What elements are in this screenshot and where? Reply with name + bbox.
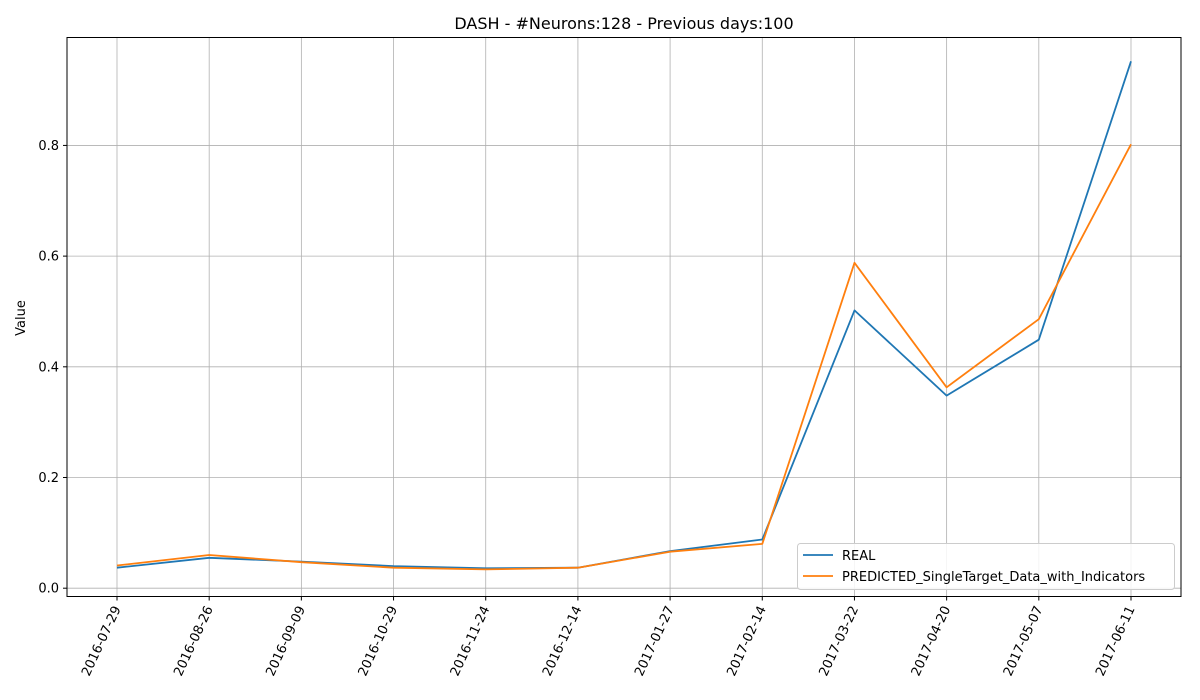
- series-line-real: [116, 61, 1132, 570]
- x-tick-label: 2016-09-09: [263, 604, 309, 679]
- x-tick-label: 2016-12-14: [540, 604, 586, 679]
- series-line-predicted: [116, 143, 1132, 571]
- y-tick-label: 0.0: [38, 582, 59, 597]
- series-lines: [116, 61, 1132, 571]
- chart-title: DASH - #Neurons:128 - Previous days:100: [454, 14, 793, 33]
- y-tick-label: 0.6: [38, 250, 59, 265]
- axis-ticks: 2016-07-29 2016-08-26 2016-09-09 2016-10-29…: [38, 139, 1138, 679]
- legend-label-predicted: PREDICTED_SingleTarget_Data_with_Indicat…: [842, 570, 1145, 585]
- y-tick-label: 0.8: [38, 139, 59, 154]
- x-tick-label: 2017-03-22: [817, 604, 863, 679]
- y-axis-label: Value: [14, 300, 29, 336]
- x-tick-label: 2017-05-07: [1001, 604, 1047, 679]
- x-tick-label: 2017-01-27: [632, 604, 678, 679]
- legend: REAL PREDICTED_SingleTarget_Data_with_In…: [797, 543, 1175, 590]
- plot-frame: [66, 37, 1182, 597]
- x-tick-label: 2016-10-29: [356, 604, 402, 679]
- grid: [67, 37, 1181, 597]
- x-tick-label: 2016-11-24: [448, 604, 494, 679]
- y-tick-label: 0.2: [38, 471, 59, 486]
- y-tick-label: 0.4: [38, 360, 59, 375]
- legend-label-real: REAL: [842, 549, 876, 564]
- x-tick-label: 2016-08-26: [171, 604, 217, 679]
- x-tick-label: 2017-02-14: [724, 604, 770, 679]
- x-tick-label: 2017-04-20: [909, 604, 955, 679]
- legend-box: [797, 543, 1175, 590]
- x-tick-label: 2016-07-29: [79, 604, 125, 679]
- x-tick-label: 2017-06-11: [1093, 604, 1139, 679]
